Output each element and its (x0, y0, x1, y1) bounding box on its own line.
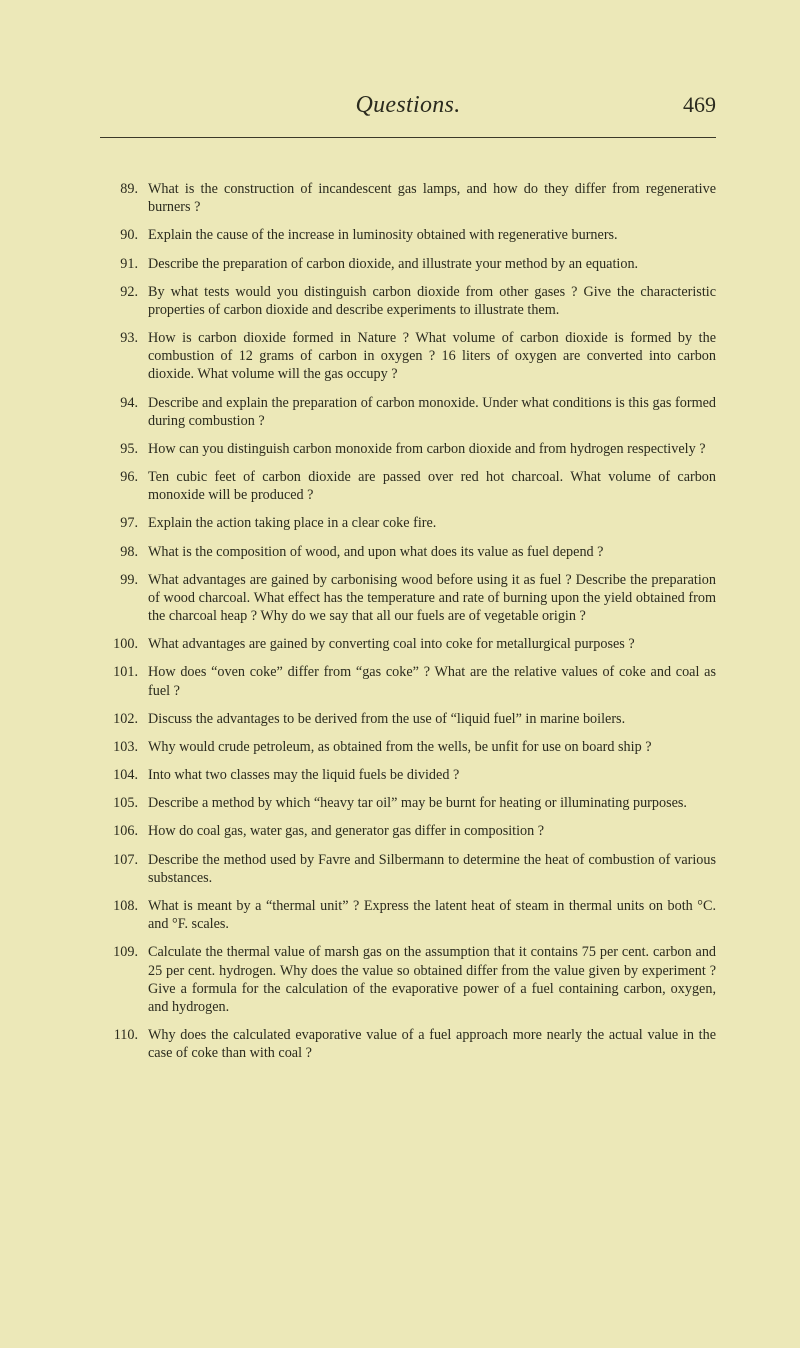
question-number: 110. (100, 1026, 148, 1062)
question-item: 98.What is the composition of wood, and … (100, 543, 716, 561)
question-item: 89.What is the construction of incandesc… (100, 180, 716, 216)
question-item: 93.How is carbon dioxide formed in Natur… (100, 329, 716, 384)
question-paragraph: Explain the cause of the increase in lum… (148, 226, 716, 244)
question-item: 102.Discuss the advantages to be derived… (100, 710, 716, 728)
question-paragraph: How does “oven coke” differ from “gas co… (148, 663, 716, 699)
question-text: What is meant by a “thermal unit” ? Expr… (148, 897, 716, 933)
question-text: How does “oven coke” differ from “gas co… (148, 663, 716, 699)
question-number: 93. (100, 329, 148, 384)
question-text: Describe the preparation of carbon dioxi… (148, 255, 716, 273)
question-number: 95. (100, 440, 148, 458)
question-paragraph: Ten cubic feet of carbon dioxide are pas… (148, 468, 716, 504)
question-text: Describe the method used by Favre and Si… (148, 851, 716, 887)
question-item: 92.By what tests would you distinguish c… (100, 283, 716, 319)
question-text: Explain the cause of the increase in lum… (148, 226, 716, 244)
question-paragraph: Describe and explain the preparation of … (148, 394, 716, 430)
question-number: 90. (100, 226, 148, 244)
page-number: 469 (666, 92, 716, 118)
question-text: Calculate the thermal value of marsh gas… (148, 943, 716, 1016)
question-text: What is the construction of incandescent… (148, 180, 716, 216)
question-number: 109. (100, 943, 148, 1016)
question-number: 96. (100, 468, 148, 504)
question-item: 101.How does “oven coke” differ from “ga… (100, 663, 716, 699)
question-text: Describe a method by which “heavy tar oi… (148, 794, 716, 812)
question-item: 107.Describe the method used by Favre an… (100, 851, 716, 887)
question-text: Why does the calculated evaporative valu… (148, 1026, 716, 1062)
question-text: By what tests would you distinguish carb… (148, 283, 716, 319)
question-number: 94. (100, 394, 148, 430)
question-item: 100.What advantages are gained by conver… (100, 635, 716, 653)
question-item: 104.Into what two classes may the liquid… (100, 766, 716, 784)
question-paragraph: How do coal gas, water gas, and generato… (148, 822, 716, 840)
question-number: 97. (100, 514, 148, 532)
question-number: 101. (100, 663, 148, 699)
question-number: 102. (100, 710, 148, 728)
question-text: Into what two classes may the liquid fue… (148, 766, 716, 784)
question-number: 99. (100, 571, 148, 626)
question-item: 109.Calculate the thermal value of marsh… (100, 943, 716, 1016)
question-text: Why would crude petroleum, as obtained f… (148, 738, 716, 756)
question-number: 107. (100, 851, 148, 887)
question-paragraph: Discuss the advantages to be derived fro… (148, 710, 716, 728)
question-item: 106.How do coal gas, water gas, and gene… (100, 822, 716, 840)
question-item: 105.Describe a method by which “heavy ta… (100, 794, 716, 812)
question-number: 106. (100, 822, 148, 840)
question-paragraph: Describe the preparation of carbon dioxi… (148, 255, 716, 273)
question-paragraph: By what tests would you distinguish carb… (148, 283, 716, 319)
question-text: Describe and explain the preparation of … (148, 394, 716, 430)
running-head: Questions. 469 (100, 92, 716, 119)
question-paragraph: Describe the method used by Favre and Si… (148, 851, 716, 887)
question-paragraph: Into what two classes may the liquid fue… (148, 766, 716, 784)
question-paragraph: Explain the action taking place in a cle… (148, 514, 716, 532)
question-item: 94.Describe and explain the preparation … (100, 394, 716, 430)
header-rule (100, 137, 716, 138)
question-text: Ten cubic feet of carbon dioxide are pas… (148, 468, 716, 504)
question-paragraph: What is the construction of incandescent… (148, 180, 716, 216)
question-item: 95.How can you distinguish carbon monoxi… (100, 440, 716, 458)
question-paragraph: What advantages are gained by converting… (148, 635, 716, 653)
question-text: What is the composition of wood, and upo… (148, 543, 716, 561)
question-number: 89. (100, 180, 148, 216)
question-paragraph: What is meant by a “thermal unit” ? Expr… (148, 897, 716, 933)
question-item: 108.What is meant by a “thermal unit” ? … (100, 897, 716, 933)
question-item: 103.Why would crude petroleum, as obtain… (100, 738, 716, 756)
page-title: Questions. (150, 92, 666, 119)
question-item: 110.Why does the calculated evaporative … (100, 1026, 716, 1062)
page: Questions. 469 89.What is the constructi… (0, 0, 800, 1132)
question-text: Explain the action taking place in a cle… (148, 514, 716, 532)
question-paragraph: Describe a method by which “heavy tar oi… (148, 794, 716, 812)
question-paragraph: Why does the calculated evaporative valu… (148, 1026, 716, 1062)
question-number: 108. (100, 897, 148, 933)
question-list: 89.What is the construction of incandesc… (100, 180, 716, 1062)
question-item: 97.Explain the action taking place in a … (100, 514, 716, 532)
question-paragraph: What is the composition of wood, and upo… (148, 543, 716, 561)
question-item: 90.Explain the cause of the increase in … (100, 226, 716, 244)
question-paragraph: How can you distinguish carbon monoxide … (148, 440, 716, 458)
question-paragraph: Calculate the thermal value of marsh gas… (148, 943, 716, 1016)
question-number: 98. (100, 543, 148, 561)
question-paragraph: How is carbon dioxide formed in Nature ?… (148, 329, 716, 384)
question-number: 104. (100, 766, 148, 784)
question-paragraph: Why would crude petroleum, as obtained f… (148, 738, 716, 756)
question-number: 105. (100, 794, 148, 812)
question-number: 92. (100, 283, 148, 319)
question-paragraph: What advantages are gained by carbonisin… (148, 571, 716, 626)
question-number: 91. (100, 255, 148, 273)
question-number: 103. (100, 738, 148, 756)
question-text: How is carbon dioxide formed in Nature ?… (148, 329, 716, 384)
question-number: 100. (100, 635, 148, 653)
question-item: 91.Describe the preparation of carbon di… (100, 255, 716, 273)
question-text: What advantages are gained by converting… (148, 635, 716, 653)
question-text: What advantages are gained by carbonisin… (148, 571, 716, 626)
question-text: How do coal gas, water gas, and generato… (148, 822, 716, 840)
question-item: 99.What advantages are gained by carboni… (100, 571, 716, 626)
question-item: 96.Ten cubic feet of carbon dioxide are … (100, 468, 716, 504)
question-text: Discuss the advantages to be derived fro… (148, 710, 716, 728)
question-text: How can you distinguish carbon monoxide … (148, 440, 716, 458)
